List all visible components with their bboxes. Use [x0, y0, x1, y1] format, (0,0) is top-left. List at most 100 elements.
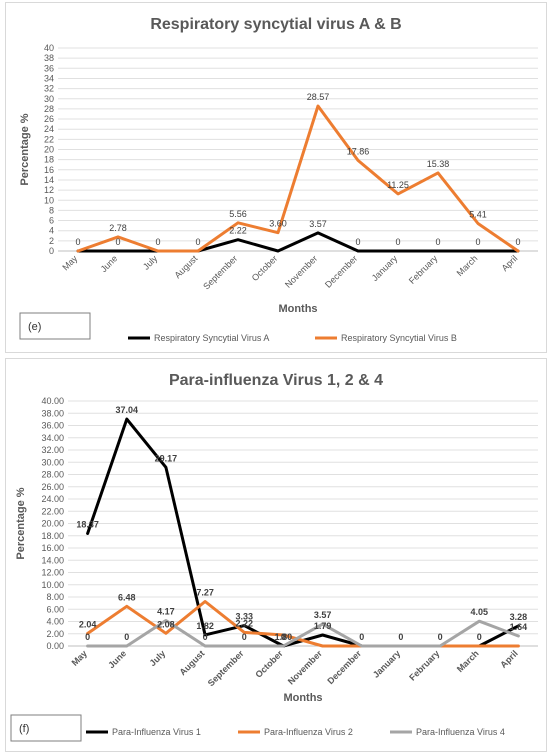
data-label: 4.17 [157, 606, 175, 616]
x-tick-label: October [250, 253, 280, 283]
y-axis-label: Percentage % [19, 113, 31, 185]
y-tick-label: 30.00 [41, 457, 64, 467]
data-label: 2.78 [109, 223, 127, 233]
data-label: 2.04 [79, 620, 97, 630]
data-label: 0 [438, 632, 443, 642]
panel-tag-box [10, 714, 82, 742]
data-label: 0 [281, 632, 286, 642]
x-tick-label: March [455, 253, 480, 278]
y-tick-label: 12.00 [41, 568, 64, 578]
legend-label-3: Para-Influenza Virus 4 [416, 727, 505, 737]
data-label: 0 [203, 632, 208, 642]
y-tick-label: 4 [49, 226, 54, 236]
y-tick-label: 14 [44, 175, 54, 185]
legend-label-2: Para-Influenza Virus 2 [264, 727, 353, 737]
data-label: 0 [355, 237, 360, 247]
y-tick-label: 2.00 [46, 629, 64, 639]
data-label: 18.37 [76, 519, 99, 529]
data-label: 5.56 [229, 209, 247, 219]
data-label: 37.04 [115, 405, 138, 415]
series-line-3 [86, 619, 520, 648]
y-tick-label: 22 [44, 134, 54, 144]
panel-tag-box [19, 312, 91, 340]
y-tick-label: 24.00 [41, 494, 64, 504]
y-tick-label: 34.00 [41, 433, 64, 443]
x-tick-label: June [99, 253, 120, 274]
y-tick-label: 16.00 [41, 543, 64, 553]
x-tick-label: January [370, 253, 400, 283]
data-label: 1.79 [314, 621, 332, 631]
parainfluenza-chart: Para-influenza Virus 1, 2 & 4 0.00 2.00 4.0… [10, 372, 538, 742]
rsv-chart: Respiratory syncytial virus A & B0246810… [19, 16, 538, 343]
data-label: 0 [242, 632, 247, 642]
y-tick-label: 32.00 [41, 445, 64, 455]
x-tick-label: December [325, 648, 363, 686]
data-label: 0 [398, 632, 403, 642]
series-line-1 [86, 417, 520, 648]
y-tick-label: 2 [49, 236, 54, 246]
data-label: 0 [85, 632, 90, 642]
y-tick-label: 18.00 [41, 531, 64, 541]
chart-panel-e: Respiratory syncytial virus A & B 0 2 4 6 8 10… [5, 2, 547, 353]
x-tick-label: February [407, 648, 441, 682]
y-tick-label: 40 [44, 43, 54, 53]
y-tick-label: 36.00 [41, 421, 64, 431]
x-axis-label: Months [278, 303, 317, 315]
data-label: 28.57 [307, 92, 330, 102]
data-label: 0 [395, 237, 400, 247]
x-tick-label: September [206, 648, 246, 688]
x-tick-label: April [498, 648, 520, 670]
y-tick-label: 16 [44, 165, 54, 175]
data-label: 2.22 [229, 226, 247, 236]
x-tick-label: October [253, 648, 285, 680]
data-label: 1.64 [510, 622, 528, 632]
y-tick-label: 40.00 [41, 396, 64, 406]
x-tick-label: November [286, 648, 325, 687]
y-tick-label: 28 [44, 104, 54, 114]
data-label: 5.41 [469, 210, 487, 220]
y-tick-label: 0 [49, 246, 54, 256]
data-label: 0 [515, 237, 520, 247]
data-label: 0 [195, 237, 200, 247]
x-tick-label: August [178, 648, 207, 677]
y-tick-label: 14.00 [41, 555, 64, 565]
x-tick-label: February [407, 253, 440, 286]
x-tick-label: June [106, 648, 128, 670]
data-label: 29.17 [155, 453, 178, 463]
x-tick-label: December [323, 253, 359, 289]
y-tick-label: 8 [49, 205, 54, 215]
y-tick-label: 30 [44, 94, 54, 104]
data-label: 0 [115, 237, 120, 247]
chart-title: Para-influenza Virus 1, 2 & 4 [169, 372, 383, 389]
data-label: 1.82 [196, 621, 214, 631]
y-tick-label: 8.00 [46, 592, 64, 602]
series-line-1 [76, 231, 520, 253]
series-line-2 [86, 600, 520, 648]
legend-label-1: Para-Influenza Virus 1 [112, 727, 201, 737]
data-label: 0 [475, 237, 480, 247]
data-label: 15.38 [427, 159, 450, 169]
data-label: 0 [75, 237, 80, 247]
x-tick-label: November [283, 253, 319, 289]
x-tick-label: March [455, 648, 481, 674]
data-label: 3.57 [314, 610, 332, 620]
x-tick-label: August [173, 253, 200, 280]
x-tick-label: September [201, 253, 239, 291]
data-label: 0 [124, 632, 129, 642]
data-label: 17.86 [347, 146, 370, 156]
legend-label-2: Respiratory Syncytial Virus B [341, 333, 457, 343]
y-tick-label: 26.00 [41, 482, 64, 492]
data-label: 0 [477, 632, 482, 642]
legend-label-1: Respiratory Syncytial Virus A [154, 333, 269, 343]
y-tick-label: 20 [44, 145, 54, 155]
y-tick-label: 4.00 [46, 617, 64, 627]
y-tick-label: 28.00 [41, 470, 64, 480]
y-tick-label: 10 [44, 195, 54, 205]
data-label: 1.80 [275, 632, 293, 642]
y-tick-label: 38 [44, 53, 54, 63]
panel-tag: (e) [28, 321, 41, 333]
x-tick-label: July [141, 253, 160, 272]
data-label: 7.27 [196, 587, 214, 597]
y-tick-label: 38.00 [41, 408, 64, 418]
data-label: 3.60 [269, 219, 287, 229]
